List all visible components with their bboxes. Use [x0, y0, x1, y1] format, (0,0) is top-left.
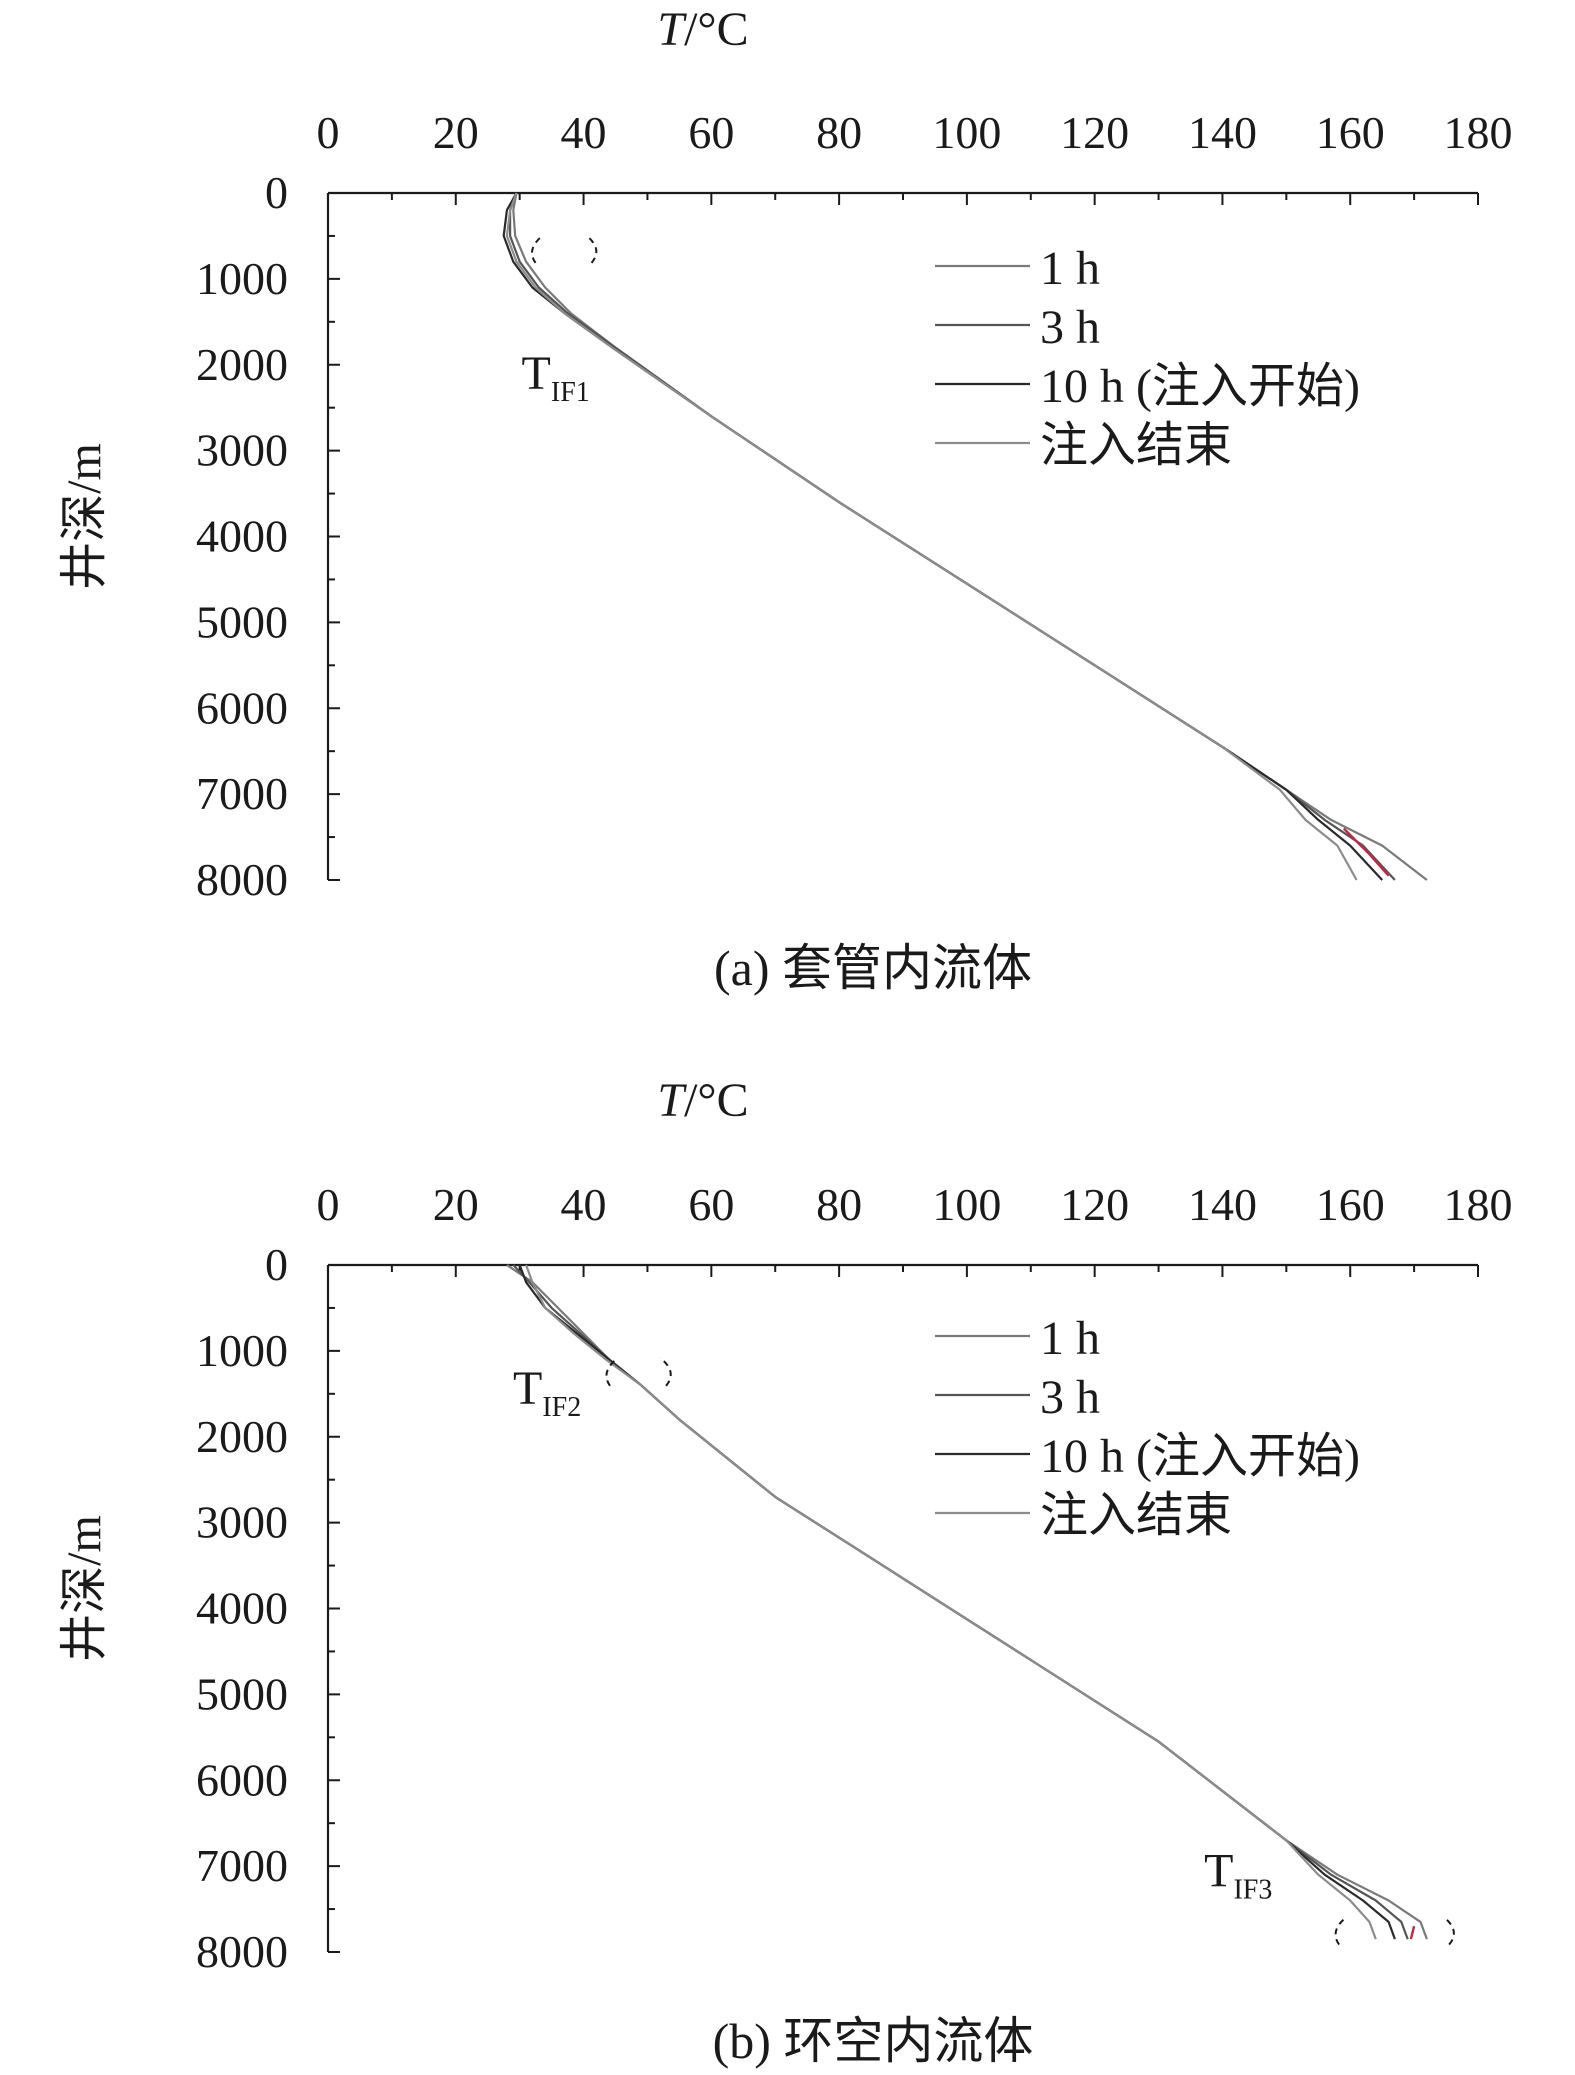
annotation-bracket-right [584, 234, 598, 264]
y-tick-label: 6000 [196, 1754, 288, 1805]
y-tick-label: 5000 [196, 596, 288, 647]
annotation-if2: TIF2 [513, 1357, 672, 1423]
series-line-4 [505, 192, 1358, 881]
legend-label-3: 10 h (注入开始) [1040, 1430, 1360, 1483]
annotation-if3: TIF3 [1204, 1845, 1455, 1946]
annotation-label: TIF3 [1204, 1845, 1272, 1906]
x-tick-label: 20 [433, 1179, 479, 1230]
legend: 1 h 3 h 10 h (注入开始) 注入结束 [935, 242, 1360, 472]
legend-label-4: 注入结束 [1040, 419, 1232, 472]
legend-label-4: 注入结束 [1040, 1489, 1232, 1542]
x-axis-title-symbol: T [657, 1074, 687, 1127]
x-tick-label: 180 [1444, 1179, 1513, 1230]
y-tick-label: 5000 [196, 1668, 288, 1719]
annotation-bracket-left [1334, 1915, 1348, 1946]
chart-panel-a: 0 20 40 60 80 100 120 140 160 180 0 1000 2000 3000 400… [58, 3, 1513, 996]
y-tick-label: 7000 [196, 1840, 288, 1891]
y-tick-label: 7000 [196, 768, 288, 819]
y-tick-label: 4000 [196, 511, 288, 562]
legend-label-3: 10 h (注入开始) [1040, 360, 1360, 413]
series-line-3 [502, 192, 1384, 881]
x-tick-label: 60 [688, 1179, 734, 1230]
y-tick-label: 2000 [196, 1411, 288, 1462]
x-tick-label: 120 [1060, 107, 1129, 158]
x-tick-label: 40 [561, 107, 607, 158]
panel-caption: (a) 套管内流体 [714, 940, 1032, 996]
x-tick-label: 120 [1060, 1179, 1129, 1230]
legend-label-2: 3 h [1040, 1371, 1100, 1424]
annotation-label: TIF1 [522, 347, 590, 408]
annotation-letter: T [522, 347, 551, 400]
x-tick-label: 100 [932, 107, 1001, 158]
x-tick-label: 40 [561, 1179, 607, 1230]
x-tick-label: 140 [1188, 107, 1257, 158]
y-tick-label: 0 [265, 1239, 288, 1290]
annotation-bracket-right [659, 1357, 672, 1387]
x-tick-label: 140 [1188, 1179, 1257, 1230]
series-line-3 [518, 1264, 1396, 1940]
annotation-letter: T [1204, 1845, 1233, 1898]
annotation-subscript: IF3 [1233, 1875, 1272, 1906]
y-tick-label: 3000 [196, 425, 288, 476]
y-tick-label: 3000 [196, 1497, 288, 1548]
y-tick-label: 1000 [196, 1325, 288, 1376]
legend-label-2: 3 h [1040, 301, 1100, 354]
x-axis-title-unit: /°C [684, 3, 749, 56]
annotation-subscript: IF1 [551, 377, 590, 408]
series-line-2 [512, 1264, 1409, 1940]
x-axis-title-unit: /°C [684, 1074, 749, 1127]
y-tick-label: 6000 [196, 682, 288, 733]
series-line-4 [525, 1264, 1377, 1940]
x-tick-label: 60 [688, 107, 734, 158]
accent-segment [1342, 827, 1390, 877]
annotation-bracket-right [1442, 1915, 1455, 1946]
x-axis-title: T/°C [657, 1074, 748, 1127]
y-tick-label: 1000 [196, 253, 288, 304]
x-axis-title: T/°C [657, 3, 748, 56]
x-tick-label: 160 [1316, 1179, 1385, 1230]
x-tick-label: 20 [433, 107, 479, 158]
chart-panel-b: 0 20 40 60 80 100 120 140 160 180 0 1000 2000 3000 400… [58, 1074, 1513, 2069]
annotation-letter: T [513, 1362, 542, 1415]
x-tick-label: 180 [1444, 107, 1513, 158]
series-line-1 [506, 1264, 1428, 1940]
accent-segment [1409, 1925, 1416, 1940]
x-tick-label: 160 [1316, 107, 1385, 158]
y-tick-label: 8000 [196, 1926, 288, 1977]
x-tick-label: 0 [317, 107, 340, 158]
y-axis-title: 井深/m [58, 443, 111, 590]
x-tick-label: 80 [816, 1179, 862, 1230]
y-tick-label: 4000 [196, 1583, 288, 1634]
annotation-bracket-left [530, 234, 545, 264]
legend-label-1: 1 h [1040, 1312, 1100, 1365]
x-axis-title-symbol: T [657, 3, 687, 56]
annotation-label: TIF2 [513, 1362, 581, 1423]
y-tick-label: 0 [265, 167, 288, 218]
annotation-bracket-left [605, 1357, 619, 1387]
x-tick-label: 0 [317, 1179, 340, 1230]
x-tick-label: 80 [816, 107, 862, 158]
legend: 1 h 3 h 10 h (注入开始) 注入结束 [935, 1312, 1360, 1542]
annotation-subscript: IF2 [542, 1392, 581, 1423]
y-tick-label: 2000 [196, 339, 288, 390]
x-tick-label: 100 [932, 1179, 1001, 1230]
y-tick-label: 8000 [196, 854, 288, 905]
panel-caption: (b) 环空内流体 [713, 2013, 1034, 2069]
series-line-1 [512, 192, 1428, 881]
legend-label-1: 1 h [1040, 242, 1100, 295]
y-axis-title: 井深/m [58, 1515, 111, 1662]
annotation-if1: TIF1 [522, 234, 598, 408]
